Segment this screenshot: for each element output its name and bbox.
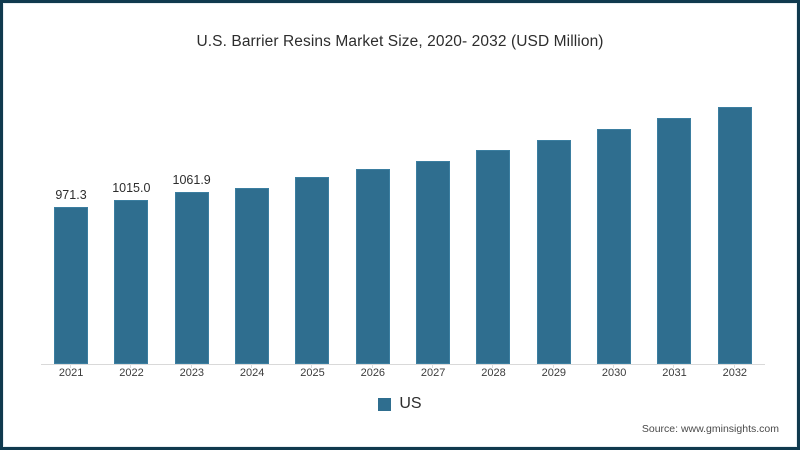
bar-value-label-2021: 971.3 [55, 188, 87, 202]
x-tick-label-2022: 2022 [119, 367, 144, 379]
x-axis-tick-labels: 2021 2022 2023 2024 2025 2026 2027 2028 2029 2030… [41, 367, 765, 387]
bar-2032[interactable] [717, 107, 752, 364]
x-tick-label-2025: 2025 [300, 367, 325, 379]
bar-2023[interactable] [174, 192, 209, 364]
source-note: Source: www.gminsights.com [641, 423, 779, 435]
x-tick-label-2021: 2021 [58, 367, 84, 379]
bar-2025[interactable] [295, 177, 330, 364]
legend-label-us: US [399, 395, 422, 412]
x-tick-mark [311, 364, 313, 368]
x-tick-mark [552, 364, 554, 368]
x-tick-label-2030: 2030 [601, 367, 627, 379]
legend-swatch-us [378, 397, 392, 411]
x-tick-mark [432, 364, 433, 368]
bar-slot [705, 73, 765, 368]
x-tick-label-2031: 2031 [662, 367, 687, 379]
bar-2030[interactable] [597, 129, 631, 364]
bar-slot [584, 73, 644, 368]
x-tick-label-2027: 2027 [420, 367, 446, 379]
x-tick-label-2028: 2028 [481, 367, 506, 379]
bar-slot [524, 73, 584, 368]
bar-2027[interactable] [416, 161, 450, 364]
x-tick-mark [371, 364, 373, 368]
bar-2029[interactable] [536, 140, 571, 364]
x-tick-mark [733, 364, 735, 368]
x-tick-mark [492, 364, 494, 368]
plot-area: 971.3 1015.0 1061.9 [41, 73, 765, 368]
bar-slot [222, 73, 282, 368]
bar-slot [343, 73, 403, 368]
x-tick-label-2023: 2023 [179, 367, 205, 379]
bar-slot [644, 73, 704, 368]
x-tick-label-2029: 2029 [541, 367, 567, 379]
x-tick-mark [251, 364, 252, 368]
x-tick-mark [673, 364, 675, 368]
bar-slot: 1061.9 [162, 73, 222, 368]
bar-slot [403, 73, 463, 368]
bar-value-label-2023: 1061.9 [172, 173, 211, 187]
chart-legend: US [3, 395, 797, 413]
x-tick-mark [190, 364, 192, 368]
x-tick-label-2026: 2026 [360, 367, 386, 379]
bar-2026[interactable] [355, 169, 390, 364]
bar-value-label-2022: 1015.0 [112, 181, 151, 195]
x-tick-mark [70, 364, 71, 368]
x-axis-baseline [41, 364, 765, 365]
bar-slot [282, 73, 342, 368]
bar-2022[interactable] [114, 200, 149, 364]
figure-inner-border [3, 3, 797, 447]
x-tick-mark [613, 364, 614, 368]
bar-2031[interactable] [657, 118, 692, 364]
bar-2021[interactable] [54, 207, 88, 364]
x-tick-mark [130, 364, 132, 368]
chart-title: U.S. Barrier Resins Market Size, 2020- 2… [196, 33, 604, 50]
bar-slot: 971.3 [41, 73, 101, 368]
x-tick-label-2032: 2032 [722, 367, 748, 379]
bar-slot [463, 73, 523, 368]
x-tick-label-2024: 2024 [239, 367, 265, 379]
bar-slot: 1015.0 [101, 73, 161, 368]
bar-2028[interactable] [476, 150, 511, 364]
bar-2024[interactable] [235, 188, 269, 364]
